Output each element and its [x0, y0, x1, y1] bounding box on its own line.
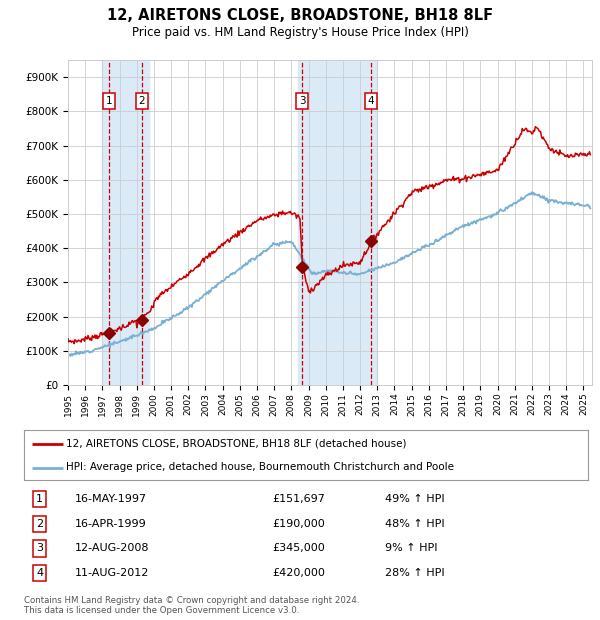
Text: 4: 4	[367, 96, 374, 106]
Text: Price paid vs. HM Land Registry's House Price Index (HPI): Price paid vs. HM Land Registry's House …	[131, 26, 469, 39]
Text: 11-AUG-2012: 11-AUG-2012	[75, 568, 149, 578]
Text: 12-AUG-2008: 12-AUG-2008	[75, 544, 149, 554]
Text: Contains HM Land Registry data © Crown copyright and database right 2024.
This d: Contains HM Land Registry data © Crown c…	[24, 596, 359, 616]
Text: £345,000: £345,000	[272, 544, 325, 554]
Text: 16-MAY-1997: 16-MAY-1997	[75, 494, 147, 504]
Bar	[103, 60, 149, 385]
Text: 12, AIRETONS CLOSE, BROADSTONE, BH18 8LF: 12, AIRETONS CLOSE, BROADSTONE, BH18 8LF	[107, 8, 493, 23]
Text: 28% ↑ HPI: 28% ↑ HPI	[385, 568, 445, 578]
Text: 1: 1	[36, 494, 43, 504]
Text: 3: 3	[299, 96, 305, 106]
Text: 1: 1	[106, 96, 112, 106]
Text: 49% ↑ HPI: 49% ↑ HPI	[385, 494, 445, 504]
Text: 3: 3	[36, 544, 43, 554]
Text: 4: 4	[36, 568, 43, 578]
Text: 9% ↑ HPI: 9% ↑ HPI	[385, 544, 437, 554]
Text: 16-APR-1999: 16-APR-1999	[75, 519, 146, 529]
Text: 48% ↑ HPI: 48% ↑ HPI	[385, 519, 445, 529]
Text: 2: 2	[36, 519, 43, 529]
Text: 12, AIRETONS CLOSE, BROADSTONE, BH18 8LF (detached house): 12, AIRETONS CLOSE, BROADSTONE, BH18 8LF…	[66, 438, 407, 448]
Text: HPI: Average price, detached house, Bournemouth Christchurch and Poole: HPI: Average price, detached house, Bour…	[66, 463, 454, 472]
Text: £190,000: £190,000	[272, 519, 325, 529]
Text: £420,000: £420,000	[272, 568, 325, 578]
Bar	[298, 60, 377, 385]
Text: £151,697: £151,697	[272, 494, 325, 504]
Text: 2: 2	[139, 96, 145, 106]
